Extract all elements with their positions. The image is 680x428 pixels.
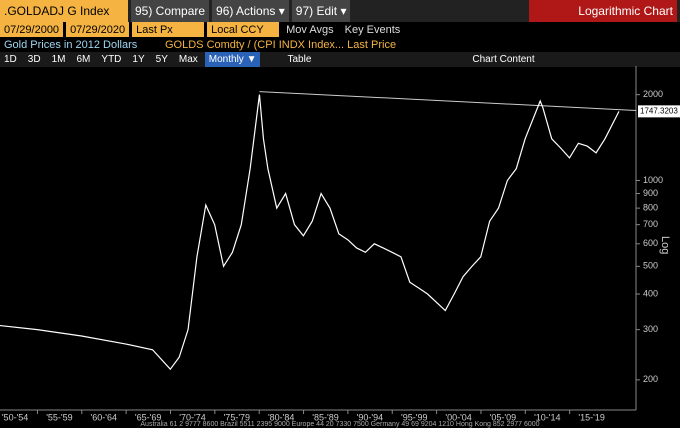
x-tick-label: '50-'54 [2, 412, 28, 422]
x-tick-label: '95-'99 [401, 412, 427, 422]
x-tick-label: '10-'14 [534, 412, 560, 422]
y-tick-label: 2000 [643, 89, 663, 99]
y-tick-label: 800 [643, 203, 658, 213]
y-tick-label: 700 [643, 219, 658, 229]
y-tick-label: 900 [643, 188, 658, 198]
end-date[interactable]: 07/29/2020 [66, 22, 130, 37]
x-tick-label: '65-'69 [135, 412, 161, 422]
x-tick-label: '80-'84 [268, 412, 294, 422]
period-button[interactable]: 1M [51, 54, 66, 65]
period-button[interactable]: YTD [101, 54, 122, 65]
y-tick-label: 200 [643, 374, 658, 384]
x-tick-label: '60-'64 [91, 412, 117, 422]
last-value-box [638, 105, 680, 118]
period-button[interactable]: 1D [4, 54, 17, 65]
table-tab[interactable]: Table [287, 54, 312, 65]
period-row: 1D 3D 1M 6M YTD 1Y 5Y Max Monthly ▼ Table Chart … [0, 52, 680, 67]
x-tick-label: '00-'04 [445, 412, 471, 422]
period-button[interactable]: 6M [76, 54, 91, 65]
mov-avgs[interactable]: Mov Avgs [286, 23, 334, 36]
y-tick-label: 500 [643, 261, 658, 271]
compare-button[interactable]: 95) Compare [131, 0, 210, 22]
x-tick-label: '75-'79 [224, 412, 250, 422]
chart: Log Australia 61 2 9777 8600 Brazil 5511… [0, 66, 680, 428]
series-formula: GOLDS Comdty / (CPI INDX Index... Last P… [165, 38, 397, 51]
chart-content-tab[interactable]: Chart Content [472, 54, 535, 65]
frequency-tab[interactable]: Monthly ▼ [204, 52, 261, 67]
trendline [259, 91, 637, 111]
legend-row: Gold Prices in 2012 Dollars GOLDS Comdty… [0, 37, 680, 52]
period-button[interactable]: Max [178, 54, 198, 65]
edit-button[interactable]: 97) Edit ▾ [291, 0, 351, 22]
toolbar: .GOLDADJ G Index 95) Compare 96) Actions… [0, 0, 680, 22]
y-tick-label: 1000 [643, 175, 663, 185]
axis-label: Log [659, 236, 671, 254]
last-value-label: 1747.3203 [640, 106, 678, 115]
settings-row: 07/29/2000 07/29/2020 Last Px Local CCY … [0, 22, 680, 37]
key-events[interactable]: Key Events [344, 23, 401, 36]
start-date[interactable]: 07/29/2000 [0, 22, 64, 37]
x-tick-label: '85-'89 [312, 412, 338, 422]
period-button[interactable]: 5Y [155, 54, 168, 65]
period-button[interactable]: 3D [27, 54, 41, 65]
footer: Australia 61 2 9777 8600 Brazil 5511 239… [140, 421, 539, 428]
period-button[interactable]: 1Y [132, 54, 145, 65]
chart-mode: Logarithmic Chart [529, 0, 677, 22]
field[interactable]: Last Px [132, 22, 205, 37]
x-tick-label: '55-'59 [46, 412, 72, 422]
y-tick-label: 400 [643, 288, 658, 298]
x-tick-label: '05-'09 [490, 412, 516, 422]
x-tick-label: '15-'19 [578, 412, 604, 422]
price-line [0, 94, 620, 371]
actions-button[interactable]: 96) Actions ▾ [212, 0, 289, 22]
y-tick-label: 600 [643, 238, 658, 248]
series-name: Gold Prices in 2012 Dollars [4, 38, 138, 51]
y-tick-label: 300 [643, 324, 658, 334]
x-tick-label: '70-'74 [179, 412, 205, 422]
x-tick-label: '90-'94 [357, 412, 383, 422]
currency[interactable]: Local CCY [207, 22, 280, 37]
ticker[interactable]: .GOLDADJ G Index [0, 0, 128, 22]
